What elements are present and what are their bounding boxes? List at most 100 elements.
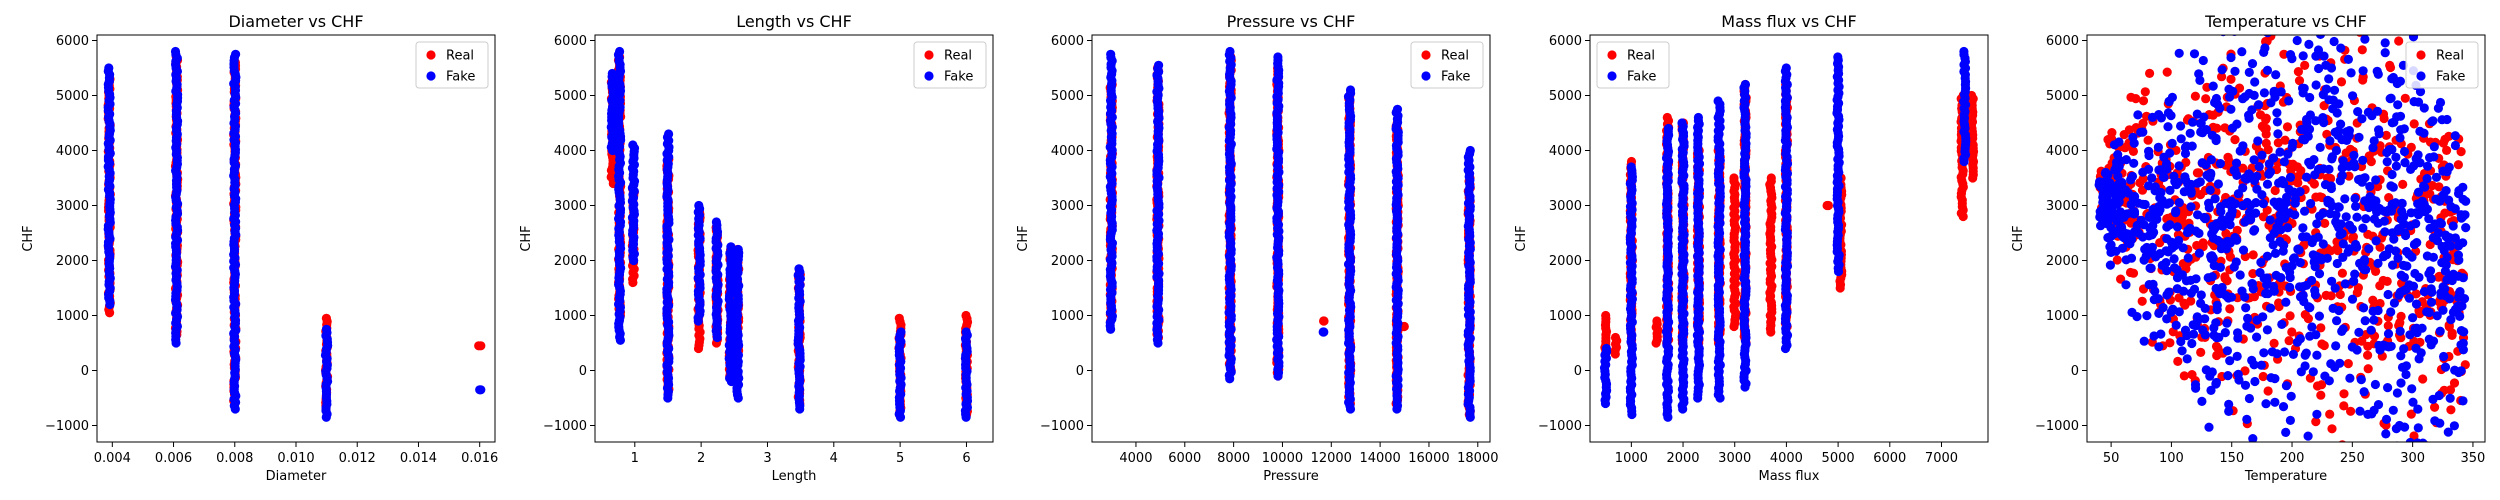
point-real <box>2406 142 2416 152</box>
plot-frame <box>1091 34 1491 443</box>
y-tick-label: 1000 <box>1051 309 1084 324</box>
point-fake <box>1345 85 1356 95</box>
x-tick-label: 0.014 <box>400 451 437 466</box>
point-fake <box>615 46 625 57</box>
plot-points <box>103 46 486 422</box>
point-real <box>2381 130 2391 140</box>
y-tick-label: 2000 <box>56 254 89 269</box>
chart-panel-3: 4000 6000 8000 10000 12000 14000 16000 18000−10… <box>1016 12 1498 484</box>
point-real <box>2262 36 2272 46</box>
point-real <box>2145 68 2155 78</box>
point-fake <box>1318 327 1328 337</box>
point-fake <box>694 200 704 211</box>
y-tick-label: 5000 <box>1051 89 1084 104</box>
y-tick-label: 1000 <box>554 309 587 324</box>
point-real <box>2220 123 2230 133</box>
point-real <box>2379 113 2389 124</box>
series-real <box>606 52 973 420</box>
point-real <box>2232 225 2242 235</box>
point-fake <box>1465 145 1475 156</box>
point-real <box>2352 288 2362 298</box>
point-real <box>2116 274 2126 284</box>
point-real <box>2107 128 2117 138</box>
point-real <box>2263 145 2273 155</box>
y-tick-label: 0 <box>1076 364 1084 379</box>
x-tick-label: 14000 <box>1359 451 1400 466</box>
point-real <box>2368 295 2378 305</box>
point-fake <box>1833 52 1843 62</box>
legend-label-fake: Fake <box>944 70 973 85</box>
y-axis-label: CHF <box>519 225 534 251</box>
point-real <box>2317 339 2327 349</box>
x-tick-label: 5000 <box>1822 451 1855 466</box>
point-real <box>1610 332 1621 343</box>
point-real <box>2325 409 2335 419</box>
point-real <box>2325 246 2336 256</box>
point-real <box>2125 267 2136 278</box>
point-real <box>2287 327 2297 337</box>
point-real <box>2444 322 2454 332</box>
point-real <box>2220 272 2230 282</box>
point-real <box>2269 338 2279 348</box>
point-real <box>2255 110 2266 120</box>
point-real <box>2363 350 2373 360</box>
plot-frame <box>1589 34 1989 443</box>
plot-points <box>606 46 973 422</box>
x-tick-label: 0.006 <box>155 451 192 466</box>
legend-label-real: Real <box>1441 49 1469 64</box>
point-real <box>2327 424 2337 434</box>
point-real <box>2280 135 2290 145</box>
point-real <box>2344 171 2354 181</box>
legend-label-fake: Fake <box>446 70 475 85</box>
point-real <box>1601 310 1611 321</box>
y-axis-label: CHF <box>1016 225 1031 251</box>
point-real <box>2440 208 2450 218</box>
y-tick-label: 1000 <box>56 309 89 324</box>
point-real <box>1766 173 1776 183</box>
y-tick-label: 0 <box>1574 364 1582 379</box>
x-tick-label: 4000 <box>1770 451 1803 466</box>
point-fake <box>1626 162 1636 172</box>
legend: Real Fake <box>913 41 987 89</box>
x-tick-label: 6 <box>962 451 970 466</box>
chart-title: Mass flux vs CHF <box>1721 12 1856 31</box>
point-fake <box>896 327 906 337</box>
chart-panel-4: 1000 2000 3000 4000 5000 6000 7000−10000100020… <box>1514 12 1989 484</box>
point-fake <box>476 385 486 395</box>
point-fake <box>961 327 971 337</box>
legend-marker-fake <box>924 71 934 81</box>
point-real <box>2263 386 2273 396</box>
point-fake <box>1959 46 1969 57</box>
x-tick-label: 8000 <box>1217 451 1250 466</box>
point-fake <box>1601 343 1611 354</box>
x-tick-label: 2 <box>697 451 705 466</box>
point-real <box>2409 336 2419 346</box>
y-tick-label: 4000 <box>1549 144 1582 159</box>
x-tick-label: 3000 <box>1718 451 1751 466</box>
point-real <box>2230 135 2240 145</box>
point-fake <box>321 324 332 334</box>
point-real <box>2346 406 2356 416</box>
legend-label-real: Real <box>944 49 972 64</box>
point-fake <box>711 217 722 227</box>
y-tick-label: −1000 <box>543 419 587 434</box>
point-fake <box>170 46 181 57</box>
point-real <box>2343 359 2353 369</box>
plot-points <box>2094 35 2471 442</box>
y-tick-label: 4000 <box>1051 144 1084 159</box>
chart-title: Pressure vs CHF <box>1227 12 1356 31</box>
legend-marker-fake <box>426 71 436 81</box>
y-tick-label: 2000 <box>1549 254 1582 269</box>
legend-label-real: Real <box>446 49 474 64</box>
point-real <box>1652 316 1662 326</box>
legend: Real Fake <box>415 41 489 89</box>
chart-panel-5: 50 100 150 200 250 300 350−1000010002000300040… <box>2011 12 2486 484</box>
y-tick-label: 6000 <box>1051 34 1084 49</box>
legend-label-fake: Fake <box>1627 70 1656 85</box>
legend-label-fake: Fake <box>1441 70 1470 85</box>
point-real <box>2447 330 2457 340</box>
point-fake <box>1713 96 1723 106</box>
x-tick-label: 3 <box>763 451 771 466</box>
point-fake <box>104 63 114 73</box>
